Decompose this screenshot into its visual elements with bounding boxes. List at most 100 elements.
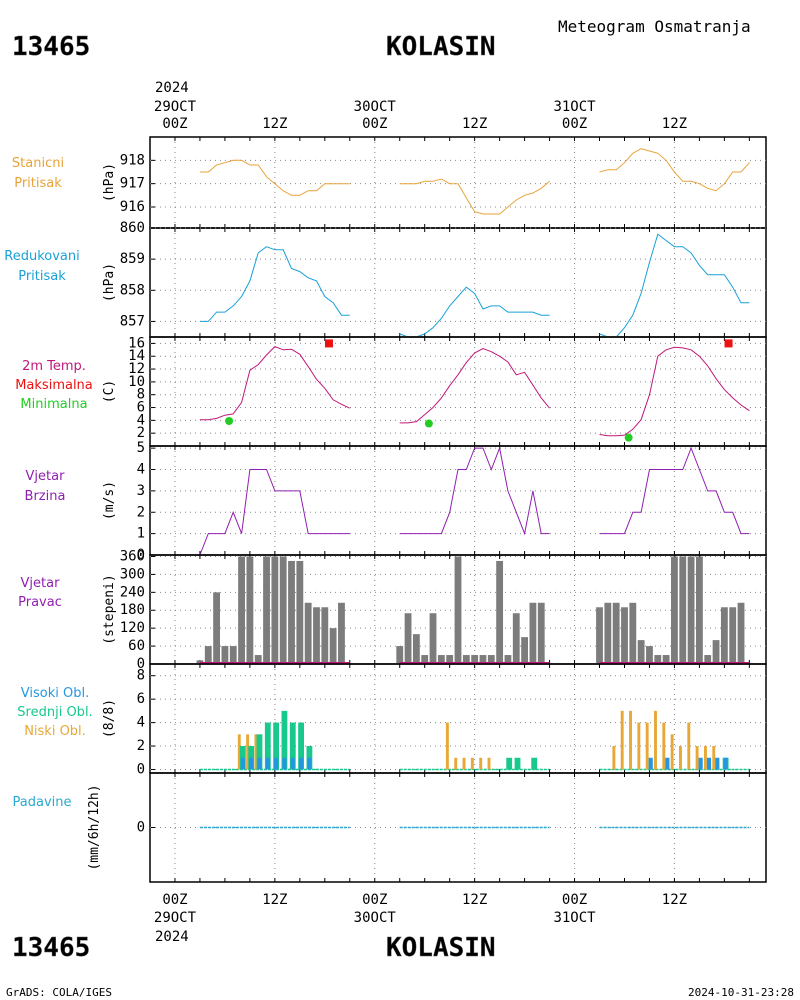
reduced-pressure-frame xyxy=(149,227,767,338)
cloud-mid-bar xyxy=(506,757,513,770)
y-tick-label: 6 xyxy=(137,400,145,416)
cloud-low-bar xyxy=(620,710,624,770)
temperature-line-series-1 xyxy=(199,346,351,421)
station-id-top: 13465 xyxy=(12,32,90,62)
y-tick-label: 858 xyxy=(120,282,145,298)
bottom-hour-label: 00Z xyxy=(362,892,387,908)
reduced-pressure-label: Redukovani xyxy=(4,249,79,264)
wind-dir-bar xyxy=(695,556,703,664)
wind-dir-bar xyxy=(421,655,429,664)
y-tick-label: 360 xyxy=(120,548,145,564)
wind-dir-bar xyxy=(529,602,537,664)
cloud-high-bar xyxy=(282,757,287,770)
y-tick-label: 0 xyxy=(137,820,145,836)
cloud-high-bar xyxy=(665,757,670,770)
cloud-low-bar xyxy=(637,722,641,770)
y-tick-label: 300 xyxy=(120,566,145,582)
reduced-pressure-label: Pritisak xyxy=(18,269,66,284)
temperature-frame xyxy=(149,336,767,447)
cloud-high-bar xyxy=(290,757,295,770)
cloud-mid-bar xyxy=(273,722,280,770)
y-tick-label: 180 xyxy=(120,602,145,618)
y-tick-label: 916 xyxy=(120,199,145,215)
cloud-high-bar xyxy=(249,757,254,770)
wind-dir-bar xyxy=(221,646,229,664)
y-tick-label: 3 xyxy=(137,483,145,499)
top-date-label: 30OCT xyxy=(354,99,397,115)
cloud-high-bar xyxy=(648,757,653,770)
panel-reduced-pressure: 857 858 859 860 (hPa) Redukovani Pritisak xyxy=(4,220,767,338)
temperature-label: 2m Temp. xyxy=(22,359,86,374)
cloud-low-bar xyxy=(703,746,707,770)
y-tick-label: 8 xyxy=(137,668,145,684)
temperature-label: Minimalna xyxy=(20,397,87,412)
wind-dir-bar xyxy=(279,556,287,664)
cloud-low-bar xyxy=(670,734,674,770)
panels: 916917918(hPa)StanicniPritisak8578588598… xyxy=(4,136,767,883)
reduced-pressure-line-series-3 xyxy=(599,233,750,338)
wind-dir-bar xyxy=(263,556,270,664)
top-hour-label: 12Z xyxy=(662,116,687,132)
cloud-mid-bar xyxy=(298,722,304,770)
wind-dir-bar xyxy=(679,556,687,664)
timestamp: 2024-10-31-23:28 xyxy=(688,986,794,999)
cloud-low-bar xyxy=(712,746,716,770)
panel-precip: 0 (mm/6h/12h) Padavine xyxy=(13,772,767,883)
wind-dir-bar xyxy=(246,556,254,664)
y-tick-label: 4 xyxy=(137,715,145,731)
wind-dir-bar xyxy=(487,655,495,664)
top-hour-label: 00Z xyxy=(562,116,587,132)
cloud-low-bar xyxy=(679,746,682,770)
station-pressure-unit: (hPa) xyxy=(102,163,117,202)
cloud-mid-bar xyxy=(514,757,521,770)
clouds-unit: (8/8) xyxy=(102,699,117,738)
station-pressure-line-series-3 xyxy=(599,148,750,192)
top-hour-label: 12Z xyxy=(462,116,487,132)
cloud-high-bar xyxy=(307,757,312,770)
wind-speed-unit: (m/s) xyxy=(102,481,117,520)
y-tick-label: 2 xyxy=(137,425,145,441)
clouds-label: Niski Obl. xyxy=(24,724,86,739)
cloud-low-bar xyxy=(695,746,699,770)
wind-dir-bar xyxy=(338,602,345,664)
y-tick-label: 5 xyxy=(137,440,145,456)
y-tick-label: 2 xyxy=(137,504,145,520)
cloud-mid-bar xyxy=(256,734,263,770)
station-pressure-label: Pritisak xyxy=(14,176,62,191)
station-pressure-line-series-2 xyxy=(399,178,550,215)
panel-wind-speed: 0 1 2 3 4 5 (m/s) Vjetar Brzina xyxy=(25,440,767,563)
wind-speed-label: Brzina xyxy=(25,489,66,504)
wind-speed-line-series-1 xyxy=(199,469,350,556)
y-tick-label: 6 xyxy=(137,691,145,707)
bottom-hour-label: 12Z xyxy=(662,892,687,908)
wind-dir-bar xyxy=(404,613,412,664)
top-hour-label: 00Z xyxy=(162,116,187,132)
bottom-hour-label: 00Z xyxy=(562,892,587,908)
station-pressure-label: Stanicni xyxy=(12,156,64,171)
y-tick-label: 16 xyxy=(128,335,145,351)
wind-dir-bar xyxy=(471,655,479,664)
panel-clouds: 0 2 4 6 8 (8/8) Visoki Obl. Srednji Obl. Niski O… xyxy=(17,663,767,777)
reduced-pressure-line-series-1 xyxy=(199,246,350,322)
tmax-marker xyxy=(324,339,333,348)
wind-dir-bar xyxy=(437,655,445,664)
cloud-mid-bar xyxy=(531,757,538,770)
wind-dir-bar xyxy=(654,655,662,664)
wind-dir-bar xyxy=(629,602,637,664)
wind-speed-label: Vjetar xyxy=(26,469,66,484)
wind-dir-bar xyxy=(504,655,512,664)
cloud-low-bar xyxy=(662,722,666,770)
wind-dir-bar xyxy=(321,607,329,664)
cloud-low-bar xyxy=(687,722,691,770)
wind-speed-line-series-3 xyxy=(599,446,750,535)
wind-dir-bar xyxy=(204,646,212,664)
cloud-low-bar xyxy=(254,734,258,770)
cloud-high-bar xyxy=(257,757,262,770)
wind-dir-bar xyxy=(446,655,454,664)
reduced-pressure-line-series-2 xyxy=(399,286,550,338)
wind-dir-bar xyxy=(646,646,653,664)
wind-dir-label: Vjetar xyxy=(21,576,61,591)
tmin-marker xyxy=(624,433,633,442)
